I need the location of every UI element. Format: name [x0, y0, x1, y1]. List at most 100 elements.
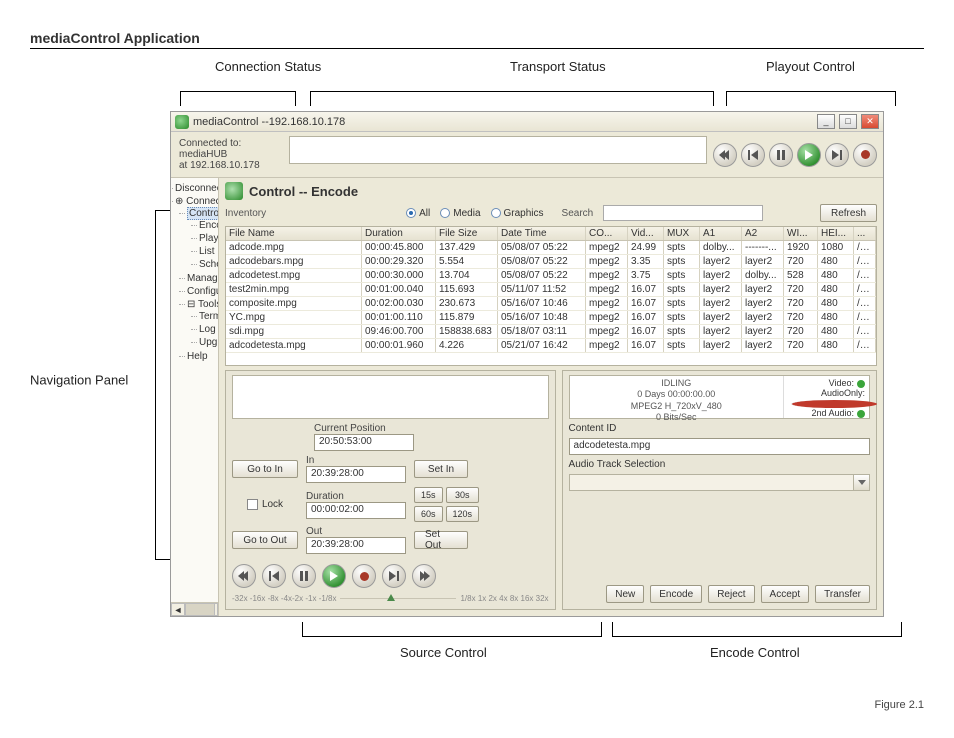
cell-hei: 480 — [818, 311, 854, 324]
inventory-label: Inventory — [225, 208, 266, 219]
filter-media[interactable]: Media — [440, 208, 480, 219]
table-row[interactable]: adcodetesta.mpg00:00:01.9604.22605/21/07… — [226, 339, 876, 353]
skip-next-button[interactable] — [825, 143, 849, 167]
nav-configure[interactable]: Configure — [187, 285, 216, 298]
skip-prev-button[interactable] — [741, 143, 765, 167]
audio-track-select[interactable] — [569, 474, 870, 491]
reject-button[interactable]: Reject — [708, 585, 754, 603]
maximize-button[interactable]: □ — [839, 114, 857, 129]
table-row[interactable]: composite.mpg00:02:00.030230.67305/16/07… — [226, 297, 876, 311]
cell-vid: 3.75 — [628, 269, 664, 282]
col-datetime[interactable]: Date Time — [498, 227, 586, 240]
source-preview — [232, 375, 549, 419]
col-duration[interactable]: Duration — [362, 227, 436, 240]
col-filename[interactable]: File Name — [226, 227, 362, 240]
col-height[interactable]: HEI... — [818, 227, 854, 240]
rewind-button[interactable] — [713, 143, 737, 167]
nav-encode[interactable]: Encode — [199, 219, 216, 232]
accept-button[interactable]: Accept — [761, 585, 810, 603]
col-filesize[interactable]: File Size — [436, 227, 498, 240]
nav-terminal[interactable]: Terminal — [199, 310, 216, 323]
cell-a1: layer2 — [700, 297, 742, 310]
content-id-field[interactable]: adcodetesta.mpg — [569, 438, 870, 455]
current-pos-label: Current Position — [314, 423, 406, 434]
nav-tools[interactable]: ⊟ Tools Terminal Log Upgrade — [187, 298, 216, 350]
cell-x: /m... — [854, 325, 876, 338]
search-input[interactable] — [603, 205, 763, 221]
speed-knob[interactable] — [387, 594, 395, 601]
nav-log[interactable]: Log — [199, 323, 216, 336]
src-record-button[interactable] — [352, 564, 376, 588]
col-codec[interactable]: CO... — [586, 227, 628, 240]
lock-checkbox[interactable]: Lock — [232, 499, 298, 510]
col-a2[interactable]: A2 — [742, 227, 784, 240]
nav-upgrade[interactable]: Upgrade — [199, 336, 216, 349]
out-field[interactable]: 20:39:28:00 — [306, 537, 406, 554]
cell-x: /m... — [854, 255, 876, 268]
col-width[interactable]: WI... — [784, 227, 818, 240]
nav-disconnect[interactable]: Disconnect — [175, 182, 216, 195]
close-button[interactable]: ✕ — [861, 114, 879, 129]
cell-a2: layer2 — [742, 339, 784, 352]
cell-x: /m... — [854, 269, 876, 282]
dur-60s-button[interactable]: 60s — [414, 506, 443, 522]
pause-button[interactable] — [769, 143, 793, 167]
current-pos-field[interactable]: 20:50:53:00 — [314, 434, 414, 451]
src-skip-next-button[interactable] — [382, 564, 406, 588]
filter-graphics[interactable]: Graphics — [491, 208, 544, 219]
nav-manage[interactable]: Manage — [187, 272, 216, 285]
nav-connect[interactable]: ⊕ Connect Control Encode Playout List Sc… — [175, 195, 216, 364]
nav-schedule[interactable]: Schedule — [199, 258, 216, 271]
src-skip-prev-button[interactable] — [262, 564, 286, 588]
speed-left-labels: -32x -16x -8x -4x-2x -1x -1/8x — [232, 594, 336, 603]
play-button[interactable] — [797, 143, 821, 167]
nav-help[interactable]: Help — [187, 350, 216, 363]
minimize-button[interactable]: _ — [817, 114, 835, 129]
encode-button[interactable]: Encode — [650, 585, 702, 603]
filter-all[interactable]: All — [406, 208, 430, 219]
bracket-transport — [310, 91, 714, 105]
src-play-button[interactable] — [322, 564, 346, 588]
scroll-left-icon[interactable]: ◄ — [171, 603, 185, 616]
table-row[interactable]: adcodetest.mpg00:00:30.00013.70405/08/07… — [226, 269, 876, 283]
src-rewind-button[interactable] — [232, 564, 256, 588]
set-in-button[interactable]: Set In — [414, 460, 468, 478]
src-ffwd-button[interactable] — [412, 564, 436, 588]
nav-scrollbar[interactable]: ◄ ► — [171, 602, 218, 616]
table-row[interactable]: adcodebars.mpg00:00:29.3205.55405/08/07 … — [226, 255, 876, 269]
nav-list[interactable]: List — [199, 245, 216, 258]
table-row[interactable]: sdi.mpg09:46:00.700158838.68305/18/07 03… — [226, 325, 876, 339]
col-a1[interactable]: A1 — [700, 227, 742, 240]
col-vid[interactable]: Vid... — [628, 227, 664, 240]
in-field[interactable]: 20:39:28:00 — [306, 466, 406, 483]
table-row[interactable]: adcode.mpg00:00:45.800137.42905/08/07 05… — [226, 241, 876, 255]
dur-120s-button[interactable]: 120s — [446, 506, 480, 522]
cell-name: sdi.mpg — [226, 325, 362, 338]
cell-dur: 00:01:00.040 — [362, 283, 436, 296]
cell-size: 115.879 — [436, 311, 498, 324]
filter-graphics-label: Graphics — [504, 208, 544, 219]
cell-wi: 720 — [784, 311, 818, 324]
duration-field[interactable]: 00:00:02:00 — [306, 502, 406, 519]
set-out-button[interactable]: Set Out — [414, 531, 468, 549]
dur-15s-button[interactable]: 15s — [414, 487, 443, 503]
scroll-thumb[interactable] — [185, 603, 215, 616]
src-pause-button[interactable] — [292, 564, 316, 588]
goto-out-button[interactable]: Go to Out — [232, 531, 298, 549]
dur-30s-button[interactable]: 30s — [446, 487, 480, 503]
col-more[interactable]: ... — [854, 227, 876, 240]
col-mux[interactable]: MUX — [664, 227, 700, 240]
nav-connect-label: Connect — [186, 196, 219, 207]
new-button[interactable]: New — [606, 585, 644, 603]
cell-dt: 05/11/07 11:52 — [498, 283, 586, 296]
nav-playout[interactable]: Playout — [199, 232, 216, 245]
refresh-button[interactable]: Refresh — [820, 204, 877, 222]
record-button[interactable] — [853, 143, 877, 167]
goto-in-button[interactable]: Go to In — [232, 460, 298, 478]
table-row[interactable]: test2min.mpg00:01:00.040115.69305/11/07 … — [226, 283, 876, 297]
audio-track-label: Audio Track Selection — [569, 459, 870, 470]
connection-status: Connected to: mediaHUB at 192.168.10.178 — [177, 136, 283, 173]
cell-dur: 00:01:00.110 — [362, 311, 436, 324]
table-row[interactable]: YC.mpg00:01:00.110115.87905/16/07 10:48m… — [226, 311, 876, 325]
transfer-button[interactable]: Transfer — [815, 585, 870, 603]
